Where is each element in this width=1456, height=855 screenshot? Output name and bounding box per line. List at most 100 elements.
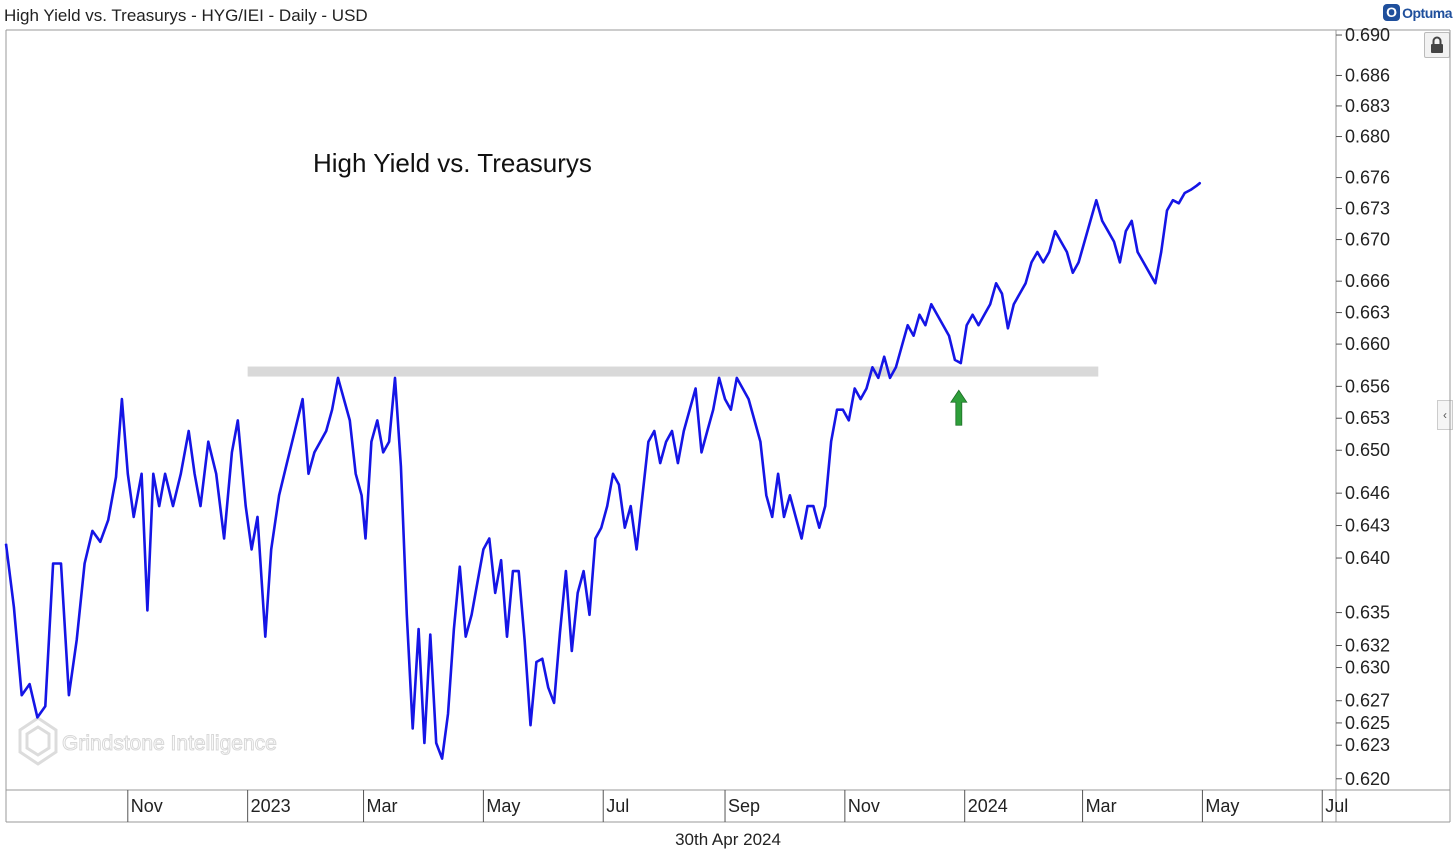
data-point — [907, 324, 909, 326]
data-point — [1166, 209, 1168, 212]
data-point — [594, 537, 597, 540]
data-point — [1042, 261, 1044, 263]
data-point — [1101, 220, 1103, 222]
data-point — [765, 494, 767, 496]
data-point — [476, 581, 479, 583]
data-point — [141, 473, 143, 475]
data-point — [700, 451, 703, 453]
y-tick-label: 0.683 — [1345, 96, 1390, 116]
data-point — [618, 484, 620, 486]
data-point — [500, 559, 502, 561]
data-point — [977, 324, 980, 326]
data-point — [783, 516, 785, 518]
data-point — [583, 570, 585, 572]
data-point — [753, 419, 756, 421]
data-point — [948, 335, 950, 337]
data-point — [294, 430, 296, 432]
x-tick-label: 2023 — [251, 796, 291, 816]
data-point — [771, 516, 773, 518]
data-point — [251, 548, 253, 551]
x-tick-label: Mar — [367, 796, 398, 816]
data-point — [1190, 189, 1192, 191]
chart-date: 30th Apr 2024 — [675, 830, 781, 849]
data-point — [68, 694, 70, 696]
y-tick-label: 0.673 — [1345, 198, 1390, 218]
data-point — [264, 636, 266, 638]
data-point — [29, 683, 31, 685]
y-tick-label: 0.670 — [1345, 230, 1390, 250]
data-point — [818, 527, 820, 529]
chart-inner-title: High Yield vs. Treasurys — [313, 148, 592, 178]
data-point — [924, 324, 927, 326]
data-point — [942, 324, 944, 326]
lock-button[interactable] — [1424, 32, 1450, 58]
data-point — [1013, 303, 1015, 305]
data-point — [836, 409, 838, 411]
data-point — [355, 473, 357, 475]
data-point — [91, 530, 93, 532]
data-point — [44, 705, 46, 707]
data-point — [1007, 327, 1009, 329]
resistance-band-rect — [247, 366, 1099, 377]
data-point — [871, 366, 874, 368]
data-point — [742, 387, 744, 390]
data-point — [553, 702, 555, 704]
data-point — [1048, 251, 1050, 253]
data-point — [683, 430, 685, 432]
data-point — [1125, 230, 1127, 232]
data-point — [331, 409, 333, 411]
y-tick-label: 0.663 — [1345, 303, 1390, 323]
data-point — [636, 548, 638, 551]
data-point — [748, 398, 750, 400]
collapse-panel-button[interactable]: ‹ — [1437, 400, 1453, 430]
data-point — [541, 658, 543, 660]
y-tick-label: 0.653 — [1345, 408, 1390, 428]
data-point — [302, 398, 304, 400]
data-point — [647, 441, 650, 443]
resistance-band — [247, 366, 1099, 377]
data-point — [630, 505, 632, 507]
data-point — [930, 303, 932, 305]
data-point — [718, 377, 720, 379]
x-tick-label: Jul — [606, 796, 629, 816]
data-point — [972, 314, 974, 316]
brand-name: Optuma — [1402, 4, 1452, 21]
data-point — [494, 592, 496, 594]
data-point — [960, 362, 962, 364]
data-point — [412, 727, 414, 730]
x-axis: Nov 2023 Mar May Jul Sep Nov 2024 Mar May Jul — [127, 790, 1348, 822]
data-point — [400, 465, 402, 467]
data-point — [1195, 185, 1198, 187]
data-point — [789, 494, 791, 496]
y-axis: 0.690 0.686 0.683 0.680 0.676 0.673 0.670 0.666… — [1336, 25, 1390, 789]
data-point — [376, 419, 378, 421]
data-point — [482, 548, 484, 551]
y-tick-label: 0.666 — [1345, 271, 1390, 291]
data-point — [278, 494, 280, 496]
data-point — [506, 636, 508, 638]
x-tick-label: Mar — [1086, 796, 1117, 816]
data-point — [488, 537, 490, 540]
data-point — [388, 441, 390, 443]
data-point — [1172, 199, 1174, 201]
data-point — [995, 282, 997, 284]
up-arrow-icon — [950, 389, 968, 426]
data-point — [1036, 251, 1038, 253]
data-point — [52, 562, 54, 565]
y-tick-label: 0.643 — [1345, 516, 1390, 536]
data-point — [231, 451, 233, 453]
data-point — [736, 377, 738, 379]
data-point — [1148, 272, 1150, 274]
data-point — [1025, 282, 1027, 284]
data-point — [307, 473, 310, 475]
brand-logo: O Optuma — [1383, 4, 1452, 21]
data-point — [429, 633, 431, 636]
data-point — [1107, 230, 1109, 232]
data-point — [394, 377, 396, 379]
data-point — [983, 314, 985, 316]
data-point — [966, 324, 968, 326]
data-point — [60, 562, 62, 565]
x-tick-label: Jul — [1325, 796, 1348, 816]
lock-icon — [1431, 36, 1443, 53]
